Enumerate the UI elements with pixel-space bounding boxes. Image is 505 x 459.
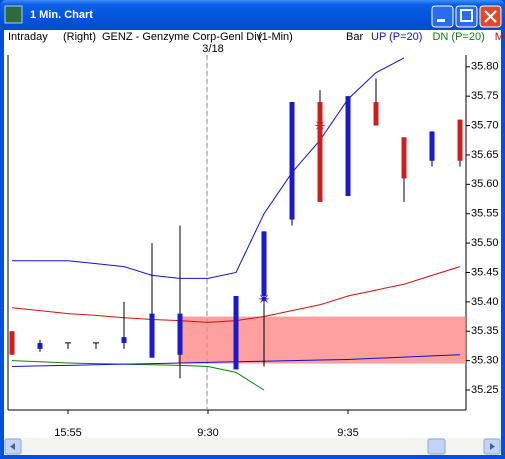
zone xyxy=(178,316,466,364)
legend-entry: MA xyxy=(495,31,505,43)
header-style: Bar xyxy=(346,31,363,43)
candle-body xyxy=(9,331,15,355)
legend: UP (P=20) DN (P=20) MA xyxy=(371,31,505,43)
window-buttons[interactable] xyxy=(431,5,502,28)
candle-body xyxy=(121,337,127,343)
y-tick-label: 35.55 xyxy=(471,208,499,220)
header-interval: (1-Min) xyxy=(258,31,293,43)
x-tick-label: 9:30 xyxy=(197,427,218,439)
minimize-glyph xyxy=(437,19,445,22)
y-tick-label: 35.65 xyxy=(471,149,499,161)
candle-body xyxy=(37,342,43,349)
chart-area xyxy=(4,30,501,438)
y-tick-label: 35.25 xyxy=(471,384,499,396)
title-bar xyxy=(0,0,505,30)
indicator-line xyxy=(11,360,265,391)
scroll-thumb[interactable] xyxy=(427,438,446,455)
signal-star xyxy=(314,119,326,132)
doji-mark xyxy=(65,342,71,349)
scroll-track xyxy=(4,438,501,455)
candle-body xyxy=(177,313,183,355)
legend-entry: UP (P=20) xyxy=(371,31,422,43)
arrow-right xyxy=(490,443,495,450)
candle-body xyxy=(233,295,239,370)
candle-body xyxy=(345,96,351,197)
scrollbar[interactable] xyxy=(4,438,501,455)
close-glyph xyxy=(484,10,497,23)
y-tick-label: 35.35 xyxy=(471,325,499,337)
candle-body xyxy=(457,119,463,161)
x-tick-label: 15:55 xyxy=(54,427,82,439)
y-tick-label: 35.80 xyxy=(471,61,499,73)
x-tick-label: 9:35 xyxy=(337,427,358,439)
candle-body xyxy=(149,313,155,358)
header-symbol: GENZ - Genzyme Corp-Genl Div xyxy=(102,31,263,43)
candle-body xyxy=(401,137,407,179)
candle-body xyxy=(289,102,295,220)
y-tick-label: 35.75 xyxy=(471,90,499,102)
y-tick-label: 35.70 xyxy=(471,119,499,131)
y-tick-label: 35.40 xyxy=(471,296,499,308)
signal-star xyxy=(258,292,270,305)
arrow-left xyxy=(10,443,15,450)
y-tick-label: 35.45 xyxy=(471,266,499,278)
indicator-line xyxy=(12,57,405,279)
header-mode: Intraday xyxy=(8,31,48,43)
plot xyxy=(9,57,466,391)
candle-body xyxy=(373,102,379,126)
minimize-button[interactable] xyxy=(431,5,454,28)
header-side: (Right) xyxy=(63,31,96,43)
y-tick-label: 35.50 xyxy=(471,237,499,249)
app-icon xyxy=(4,5,23,24)
legend-entry: DN (P=20) xyxy=(432,31,484,43)
window-title: 1 Min. Chart xyxy=(30,9,93,21)
candle-body xyxy=(429,131,435,161)
candle-body xyxy=(317,102,323,202)
doji-mark xyxy=(93,342,99,349)
maximize-glyph xyxy=(460,9,473,22)
y-tick-label: 35.60 xyxy=(471,178,499,190)
date-label: 3/18 xyxy=(202,43,223,55)
candle-body xyxy=(261,231,267,296)
y-tick-label: 35.30 xyxy=(471,355,499,367)
